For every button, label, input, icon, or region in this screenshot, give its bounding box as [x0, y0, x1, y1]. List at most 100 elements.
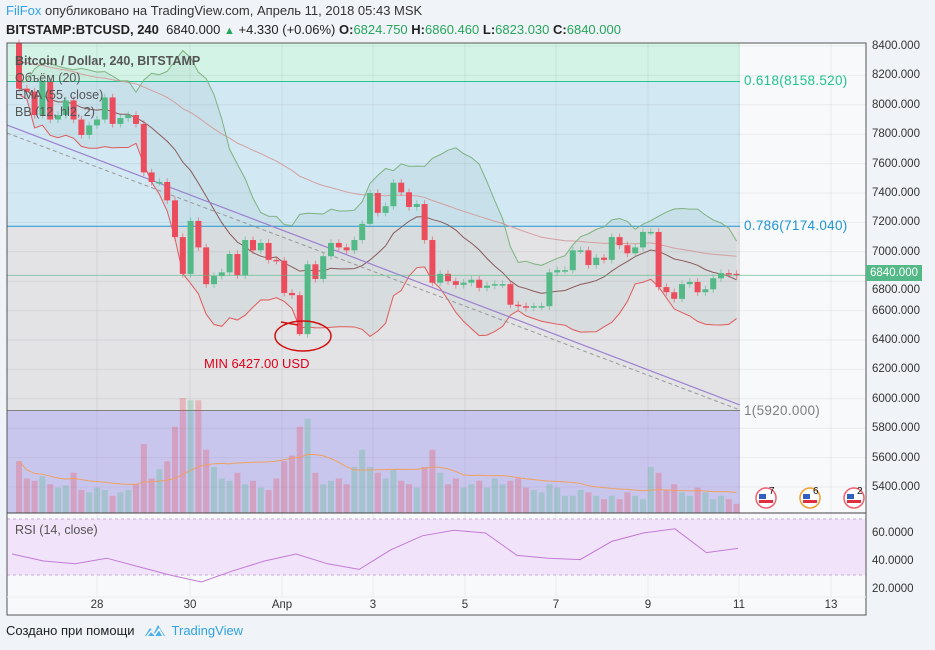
candle[interactable] — [78, 115, 85, 139]
candle[interactable] — [476, 276, 483, 292]
candle[interactable] — [70, 96, 77, 124]
candle[interactable] — [47, 78, 54, 124]
rsi-line[interactable] — [11, 528, 739, 583]
candle[interactable] — [273, 256, 280, 265]
candle[interactable] — [640, 228, 646, 252]
candle[interactable] — [156, 178, 163, 186]
candle[interactable] — [515, 301, 522, 310]
candle[interactable] — [577, 246, 584, 255]
candle[interactable] — [562, 266, 568, 274]
candle[interactable] — [733, 270, 740, 279]
candle[interactable] — [86, 121, 93, 139]
candle[interactable] — [94, 115, 100, 130]
candle[interactable] — [328, 239, 334, 260]
candle[interactable] — [460, 278, 467, 289]
candle[interactable] — [164, 178, 171, 205]
candle[interactable] — [343, 243, 350, 255]
candle[interactable] — [710, 274, 717, 293]
candle[interactable] — [335, 239, 342, 252]
candle[interactable] — [265, 239, 272, 264]
candle[interactable] — [257, 239, 264, 255]
candle[interactable] — [647, 228, 654, 236]
candle[interactable] — [413, 200, 420, 211]
candle[interactable] — [679, 280, 685, 303]
candle[interactable] — [725, 269, 732, 278]
candle[interactable] — [304, 260, 311, 338]
bb-lower-line[interactable] — [18, 94, 737, 338]
candle[interactable] — [530, 302, 537, 312]
candle[interactable] — [702, 285, 709, 296]
candle[interactable] — [140, 120, 147, 177]
candle[interactable] — [101, 93, 108, 124]
candle[interactable] — [289, 289, 295, 299]
candle[interactable] — [429, 236, 436, 287]
candle[interactable] — [367, 189, 373, 228]
candle[interactable] — [632, 243, 639, 257]
candle[interactable] — [406, 188, 412, 211]
candle[interactable] — [242, 236, 249, 279]
candle[interactable] — [351, 236, 358, 255]
candle[interactable] — [601, 254, 607, 264]
candle[interactable] — [390, 179, 397, 210]
candle[interactable] — [554, 266, 561, 277]
candle[interactable] — [507, 280, 514, 309]
candle[interactable] — [31, 87, 38, 119]
candle[interactable] — [281, 256, 288, 297]
candle[interactable] — [359, 220, 366, 244]
candle[interactable] — [694, 278, 701, 296]
candle[interactable] — [655, 228, 662, 291]
rsi-legend[interactable]: RSI (14, close) — [15, 523, 98, 537]
candle[interactable] — [671, 288, 678, 303]
candle[interactable] — [179, 233, 186, 278]
candle[interactable] — [523, 302, 529, 312]
bb-upper-line[interactable] — [18, 49, 738, 266]
candle[interactable] — [172, 196, 178, 241]
candle[interactable] — [187, 217, 194, 278]
economic-event-flag-icon[interactable]: 2 — [843, 486, 865, 509]
candle[interactable] — [226, 250, 233, 277]
tradingview-link[interactable]: TradingView — [143, 622, 243, 638]
candle[interactable] — [421, 200, 428, 244]
candle[interactable] — [663, 283, 670, 296]
candle[interactable] — [250, 236, 256, 255]
candle[interactable] — [148, 168, 155, 186]
candle[interactable] — [616, 233, 623, 249]
candle[interactable] — [624, 241, 631, 257]
candle[interactable] — [499, 280, 506, 288]
candle[interactable] — [686, 278, 693, 288]
candle[interactable] — [296, 291, 303, 337]
candle[interactable] — [445, 270, 451, 285]
candle[interactable] — [195, 217, 202, 252]
candle[interactable] — [491, 280, 498, 290]
candle[interactable] — [452, 277, 459, 289]
candle[interactable] — [312, 260, 319, 283]
author-link[interactable]: FilFox — [6, 3, 42, 18]
candle[interactable] — [593, 254, 600, 269]
candle[interactable] — [382, 202, 389, 217]
candle[interactable] — [109, 93, 116, 128]
candle[interactable] — [538, 302, 545, 310]
candle[interactable] — [62, 96, 69, 119]
candle[interactable] — [546, 268, 553, 310]
candle[interactable] — [320, 252, 327, 283]
candle[interactable] — [55, 111, 61, 124]
candle[interactable] — [234, 250, 241, 279]
candle[interactable] — [374, 189, 381, 217]
candle[interactable] — [398, 179, 405, 196]
candle[interactable] — [484, 281, 490, 292]
economic-event-flag-icon[interactable]: 6 — [799, 486, 821, 509]
trend-line-dashed[interactable] — [6, 132, 741, 411]
candle[interactable] — [203, 243, 210, 288]
candle[interactable] — [133, 111, 139, 128]
candle[interactable] — [16, 39, 22, 93]
legend-ema[interactable]: EMA (55, close) — [15, 88, 104, 102]
candle[interactable] — [569, 246, 576, 274]
candle[interactable] — [117, 114, 124, 128]
legend-volume[interactable]: Объём (20) — [15, 71, 81, 85]
candle[interactable] — [23, 84, 30, 96]
candle[interactable] — [218, 268, 225, 280]
candle[interactable] — [125, 111, 132, 122]
legend-bb[interactable]: BB (12, hl2, 2) — [15, 105, 95, 119]
candle[interactable] — [608, 233, 615, 264]
